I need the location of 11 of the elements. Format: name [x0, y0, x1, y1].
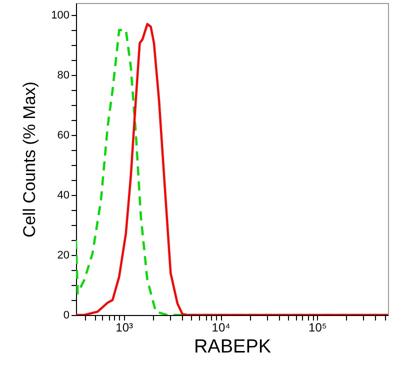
- y-tick-label: 20: [57, 250, 70, 262]
- x-tick-label: 10³: [116, 320, 134, 334]
- y-tick-label: 100: [51, 10, 70, 22]
- y-tick-label: 80: [57, 70, 70, 82]
- y-tick-label: 60: [57, 130, 70, 142]
- y-tick-label: 0: [63, 310, 70, 322]
- y-axis-title: Cell Counts (% Max): [20, 82, 40, 238]
- x-axis-title: RABEPK: [194, 336, 272, 358]
- x-tick-label: 10⁴: [212, 320, 230, 334]
- y-tick-label: 40: [57, 190, 70, 202]
- x-tick-label: 10⁵: [308, 320, 327, 334]
